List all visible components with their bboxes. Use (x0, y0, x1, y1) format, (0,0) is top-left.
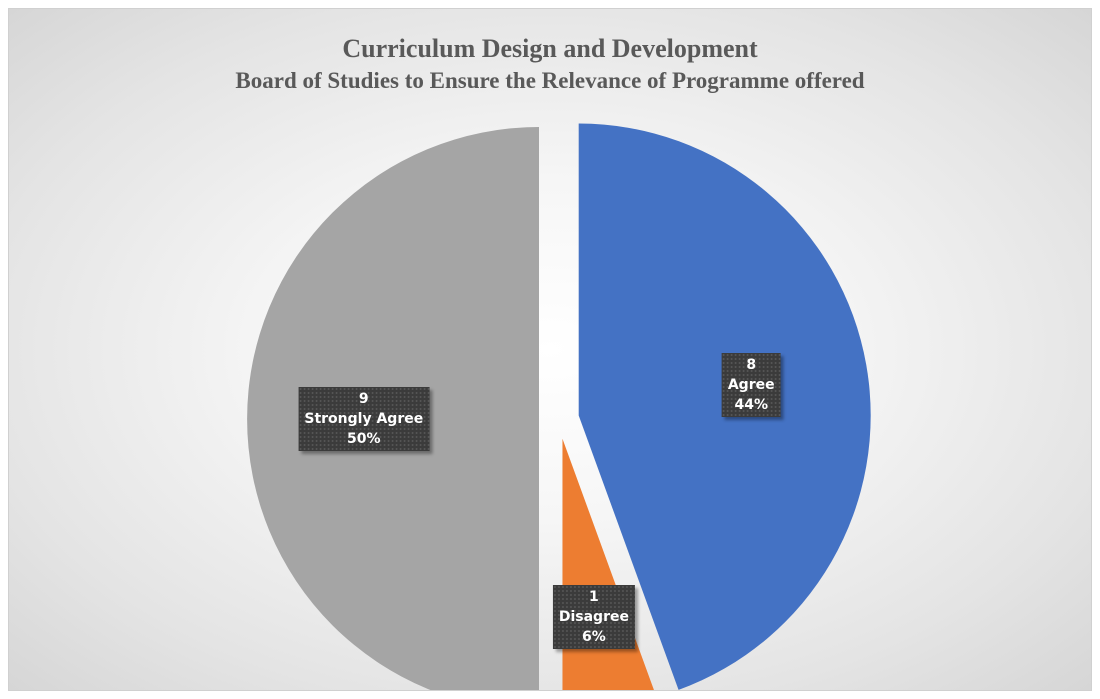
data-label-strongly-agree: 9 Strongly Agree 50% (298, 387, 430, 451)
data-label-value: 9 (358, 391, 369, 407)
data-label-label: Strongly Agree (304, 411, 424, 427)
chart-title: Curriculum Design and Development (342, 34, 758, 63)
data-label-label: Agree (727, 377, 775, 394)
data-label-label: Disagree (558, 608, 629, 625)
data-label-percent: 44% (734, 397, 768, 414)
data-label-agree: 8 Agree 44% (721, 353, 781, 418)
data-label-value: 8 (746, 357, 757, 374)
chart-subtitle: Board of Studies to Ensure the Relevance… (235, 67, 865, 93)
chart-area: Curriculum Design and Development Board … (8, 8, 1092, 691)
data-label-percent: 50% (347, 431, 381, 447)
chart-title-block: Curriculum Design and Development Board … (9, 34, 1091, 93)
data-label-value: 1 (589, 588, 599, 605)
pie-chart (247, 123, 871, 690)
data-label-percent: 6% (582, 628, 606, 645)
data-label-disagree: 1 Disagree 6% (552, 584, 635, 649)
